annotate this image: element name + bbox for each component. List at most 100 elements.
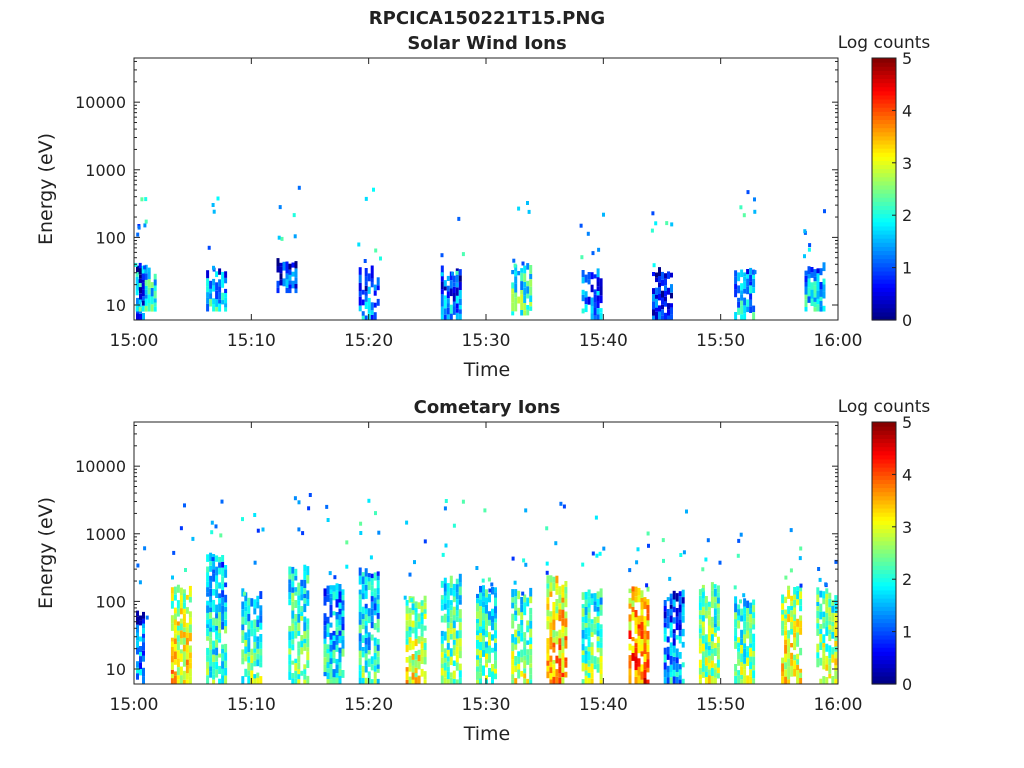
heat-cell: [521, 261, 525, 266]
heat-cell: [655, 299, 658, 308]
heat-cell: [357, 242, 361, 247]
heat-cell: [737, 642, 741, 648]
heat-cell: [482, 628, 485, 636]
heat-cell: [140, 197, 144, 202]
heat-cell: [514, 678, 518, 684]
heat-cell: [332, 669, 336, 678]
heat-cell: [511, 613, 515, 621]
heat-cell: [335, 640, 339, 645]
x-tick-label: 16:00: [814, 695, 863, 715]
heat-cell: [813, 301, 817, 308]
heat-cell: [303, 674, 307, 680]
heat-cell: [250, 620, 254, 629]
heat-cell: [485, 589, 488, 598]
heat-cell: [587, 612, 591, 619]
heat-cell: [488, 645, 491, 654]
heat-cell: [423, 595, 427, 603]
heat-cell: [206, 619, 210, 625]
heat-cell: [819, 628, 823, 634]
heat-cell: [816, 643, 820, 653]
heat-cell: [749, 285, 753, 294]
heat-cell: [325, 504, 329, 509]
heat-cell: [558, 644, 562, 650]
heat-cell: [790, 622, 794, 629]
heat-cell: [455, 610, 459, 617]
heat-cell: [640, 590, 644, 598]
heat-cell: [215, 647, 219, 656]
heat-cell: [446, 679, 450, 684]
heat-cell: [449, 605, 453, 611]
heat-cell: [743, 598, 747, 607]
heat-cell: [443, 631, 447, 641]
heat-cell: [667, 309, 670, 316]
heat-cell: [291, 673, 295, 679]
heat-cell: [701, 590, 705, 599]
heat-cell: [661, 304, 664, 310]
heat-cell: [206, 292, 210, 298]
heat-cell: [587, 618, 591, 623]
heat-cell: [666, 672, 670, 678]
heat-cell: [707, 601, 711, 607]
heat-cell: [449, 587, 453, 596]
heat-cell: [376, 638, 380, 645]
heat-cell: [291, 610, 295, 619]
heat-cell: [241, 609, 245, 617]
heat-cell: [561, 653, 565, 661]
heat-cell: [479, 672, 482, 679]
colorbar-tick-label: 1: [902, 623, 912, 642]
heat-cell: [640, 644, 644, 652]
heat-cell: [669, 604, 673, 609]
colorbar-segment: [872, 430, 896, 435]
heat-cell: [483, 508, 487, 513]
heat-cell: [807, 278, 811, 288]
heat-cell: [291, 618, 295, 624]
heat-cell: [185, 659, 189, 666]
heat-cell: [206, 647, 210, 656]
heat-cell: [361, 593, 365, 600]
heat-cell: [455, 282, 459, 288]
heat-cell: [803, 229, 807, 234]
heat-cell: [256, 641, 260, 649]
heat-cell: [652, 293, 655, 302]
heat-cell: [749, 306, 753, 313]
heat-cell: [479, 606, 482, 611]
heat-cell: [176, 675, 180, 680]
heat-cell: [640, 664, 644, 672]
heat-cell: [640, 630, 644, 639]
heat-cell: [482, 612, 485, 621]
heat-cell: [144, 264, 148, 274]
heat-cell: [661, 315, 664, 320]
heat-cell: [294, 575, 298, 581]
heat-cell: [408, 663, 412, 668]
heat-cell: [640, 597, 644, 602]
colorbar-segment: [872, 234, 896, 239]
heat-cell: [796, 586, 800, 591]
heat-cell: [668, 576, 672, 581]
heat-cell: [288, 671, 292, 680]
heat-cell: [816, 602, 820, 606]
heat-cell: [710, 627, 714, 635]
heat-cell: [672, 590, 676, 600]
heat-cell: [358, 633, 362, 642]
heat-cell: [417, 621, 421, 629]
heat-cell: [710, 667, 714, 676]
heat-cell: [793, 632, 797, 638]
heat-cell: [564, 657, 568, 662]
heat-cell: [358, 677, 362, 684]
heat-cell: [411, 654, 415, 660]
colorbar-segment: [872, 115, 896, 120]
heat-cell: [291, 660, 295, 665]
heat-cell: [545, 526, 549, 531]
heat-cell: [303, 638, 307, 644]
heat-cell: [701, 606, 705, 616]
heat-cell: [749, 608, 753, 615]
heat-cell: [734, 671, 738, 676]
heat-cell: [411, 627, 415, 634]
heat-cell: [179, 526, 183, 531]
heat-cell: [288, 625, 292, 632]
heat-cell: [206, 303, 210, 312]
heat-cell: [713, 648, 717, 656]
heat-cell: [279, 262, 283, 267]
heat-cell: [743, 648, 747, 658]
